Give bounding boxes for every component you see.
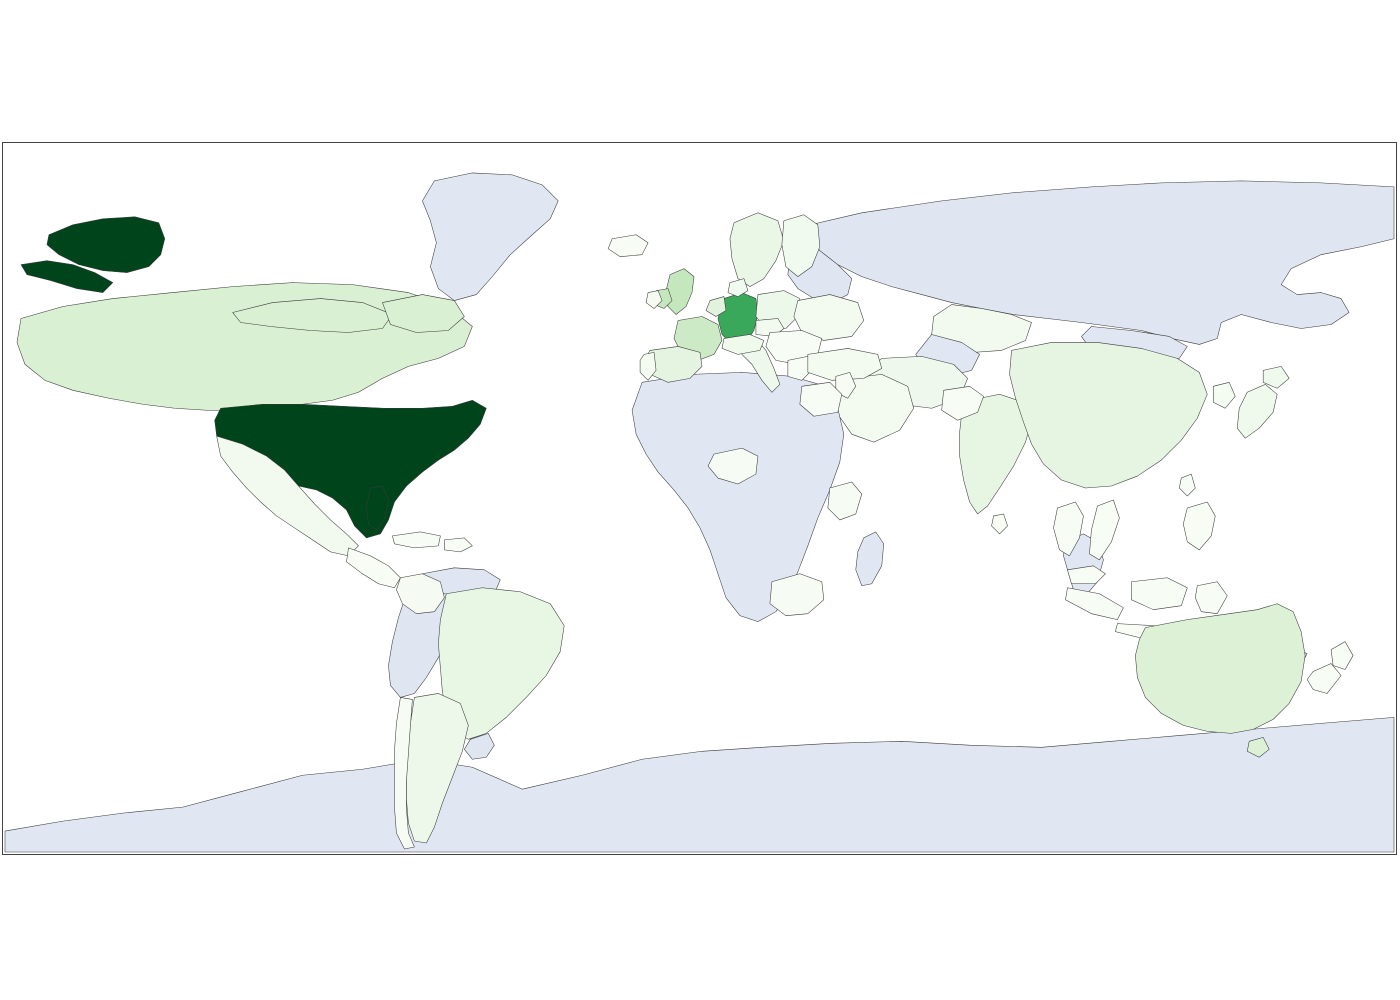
country-ukraine[interactable] <box>793 294 865 341</box>
country-indonesia-sumatra[interactable] <box>1065 587 1124 620</box>
country-iceland[interactable] <box>607 234 649 257</box>
country-new-zealand[interactable] <box>1330 641 1354 670</box>
country-australia[interactable] <box>1135 603 1306 734</box>
nodata-countries-group <box>4 172 1395 853</box>
country-brazil[interactable] <box>438 587 565 740</box>
world-map-svg[interactable] <box>3 143 1396 854</box>
country-madagascar[interactable] <box>855 531 885 587</box>
us-aleutians[interactable] <box>20 260 114 293</box>
new-zealand-south-island[interactable] <box>1306 663 1342 694</box>
continent-antarctica[interactable] <box>4 717 1395 853</box>
country-indonesia-sulawesi[interactable] <box>1195 581 1228 614</box>
country-nigeria[interactable] <box>707 447 759 485</box>
country-japan[interactable] <box>1236 384 1278 439</box>
country-chile[interactable] <box>394 697 415 850</box>
australia-tasmania[interactable] <box>1246 737 1270 758</box>
country-portugal[interactable] <box>639 352 657 381</box>
colorbar-legend: % stargazers 0 5 10 15 20 <box>0 900 1400 1000</box>
country-greece[interactable] <box>787 356 815 381</box>
country-egypt[interactable] <box>799 382 843 417</box>
country-greenland[interactable] <box>422 172 559 301</box>
country-taiwan[interactable] <box>1179 473 1196 497</box>
japan-hokkaido[interactable] <box>1262 366 1290 389</box>
country-south-africa[interactable] <box>769 573 825 616</box>
map-plot-area[interactable] <box>2 142 1397 855</box>
country-vietnam[interactable] <box>1089 499 1120 561</box>
country-pakistan[interactable] <box>941 386 984 421</box>
country-russia[interactable] <box>801 180 1395 345</box>
hispaniola[interactable] <box>444 537 473 553</box>
country-turkey[interactable] <box>807 348 883 381</box>
country-netherlands[interactable] <box>705 296 727 317</box>
country-indonesia-borneo[interactable] <box>1131 577 1188 610</box>
us-florida[interactable] <box>366 485 389 531</box>
country-china[interactable] <box>1009 342 1208 489</box>
central-america[interactable] <box>346 547 401 589</box>
country-finland[interactable] <box>781 214 821 277</box>
country-poland[interactable] <box>755 290 801 329</box>
canada-arctic-islands[interactable] <box>232 298 393 333</box>
country-norway-sweden[interactable] <box>729 212 785 287</box>
country-thailand[interactable] <box>1053 501 1084 557</box>
country-malaysia[interactable] <box>1067 565 1106 585</box>
country-denmark[interactable] <box>727 278 749 297</box>
country-south-korea[interactable] <box>1212 382 1236 409</box>
country-switzerland-austria[interactable] <box>721 334 765 355</box>
country-united-kingdom[interactable] <box>665 268 695 315</box>
country-kenya[interactable] <box>827 481 863 521</box>
country-ireland[interactable] <box>645 290 663 309</box>
country-uruguay-paraguay[interactable] <box>464 733 495 760</box>
data-countries-group <box>16 212 1354 850</box>
caribbean-islands[interactable] <box>392 531 441 549</box>
canada-baffin[interactable] <box>382 294 465 333</box>
us-alaska[interactable] <box>46 216 166 273</box>
country-kazakhstan[interactable] <box>931 304 1032 353</box>
country-sri-lanka[interactable] <box>991 513 1008 535</box>
country-philippines[interactable] <box>1183 501 1216 551</box>
country-colombia[interactable] <box>396 573 445 614</box>
